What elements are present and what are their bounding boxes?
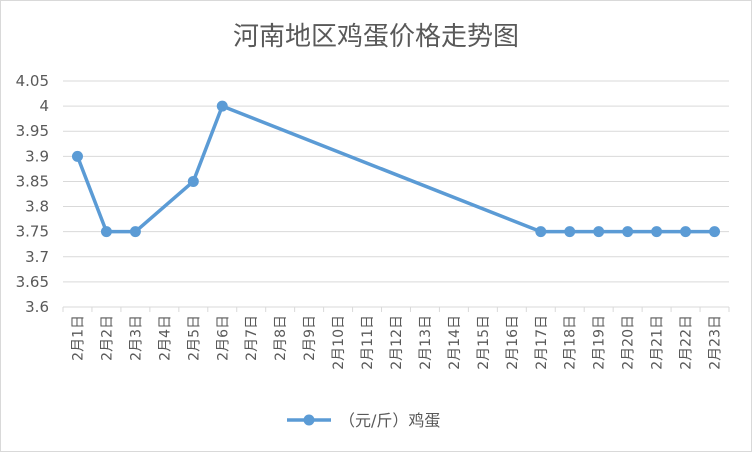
y-tick-label: 3.7 (25, 248, 49, 266)
x-tick-label: 2月21日 (650, 315, 666, 370)
data-point (564, 226, 576, 238)
x-tick-label: 2月22日 (679, 315, 695, 370)
x-tick-label: 2月2日 (99, 315, 115, 361)
data-point (535, 226, 547, 238)
x-tick-label: 2月5日 (186, 315, 202, 361)
x-tick-label: 2月3日 (128, 315, 144, 361)
data-point (709, 226, 721, 238)
y-tick-label: 3.65 (16, 273, 49, 291)
x-tick-label: 2月8日 (273, 315, 289, 361)
x-tick-label: 2月10日 (331, 315, 347, 370)
legend: （元/斤）鸡蛋 (287, 411, 440, 430)
legend-marker (303, 414, 315, 426)
x-tick-label: 2月18日 (563, 315, 579, 370)
x-tick-label: 2月11日 (360, 315, 376, 370)
x-tick-label: 2月20日 (621, 315, 637, 370)
data-point (71, 150, 83, 162)
series-line (75, 104, 717, 234)
data-point (622, 226, 634, 238)
x-tick-label: 2月1日 (70, 315, 86, 361)
x-tick-label: 2月16日 (505, 315, 521, 370)
x-tick-label: 2月23日 (708, 315, 724, 370)
x-tick-label: 2月17日 (534, 315, 550, 370)
x-tick-label: 2月19日 (592, 315, 608, 370)
x-tick-label: 2月6日 (215, 315, 231, 361)
y-tick-label: 3.95 (16, 122, 49, 140)
series-layer (71, 100, 721, 238)
x-tick-label: 2月9日 (302, 315, 318, 361)
y-tick-label: 4 (39, 97, 49, 115)
data-point (187, 175, 199, 187)
data-point (651, 226, 663, 238)
data-point (680, 226, 692, 238)
y-tick-label: 3.85 (16, 172, 49, 190)
y-axis: 3.6 3.65 3.7 3.75 3.8 3.85 3.9 3.95 4 4.05 (16, 72, 49, 316)
legend-label: （元/斤）鸡蛋 (339, 411, 440, 430)
y-tick-label: 4.05 (16, 72, 49, 90)
y-tick-label: 3.8 (25, 198, 49, 216)
data-point (100, 226, 112, 238)
y-tick-label: 3.6 (25, 298, 49, 316)
grid-layer (63, 80, 729, 308)
x-tick-label: 2月15日 (476, 315, 492, 370)
x-tick-label: 2月12日 (389, 315, 405, 370)
y-tick-label: 3.75 (16, 223, 49, 241)
data-point (129, 226, 141, 238)
data-point (593, 226, 605, 238)
x-axis: 2月1日 2月2日 2月3日 2月4日 2月5日 2月6日 2月7日 2月8日 2月9日 2月10… (62, 307, 730, 370)
x-tick-label: 2月13日 (418, 315, 434, 370)
y-tick-label: 3.9 (25, 147, 49, 165)
x-tick-label: 2月4日 (157, 315, 173, 361)
data-point (216, 100, 228, 112)
chart-title: 河南地区鸡蛋价格走势图 (233, 22, 519, 52)
x-tick-label: 2月7日 (244, 315, 260, 361)
x-tick-label: 2月14日 (447, 315, 463, 370)
